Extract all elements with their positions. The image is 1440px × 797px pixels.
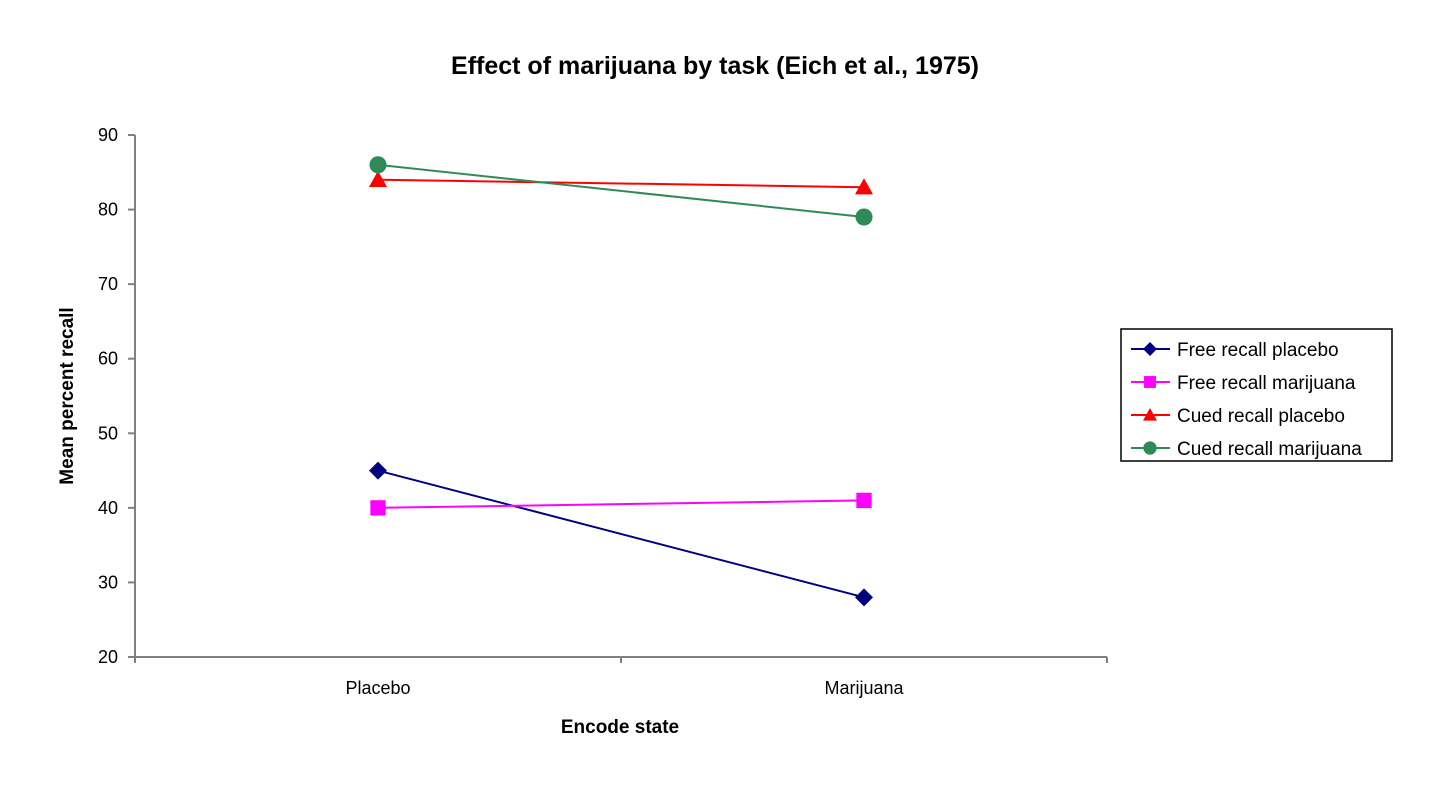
x-tick-label: Placebo [345,678,410,698]
data-point [855,208,873,226]
series-line [377,163,865,219]
data-point [369,170,387,187]
legend-label: Cued recall placebo [1177,406,1345,427]
data-point [856,492,872,509]
x-axis-label: Encode state [561,717,679,738]
legend-item: Free recall placebo [1131,340,1339,361]
series [369,461,873,607]
legend-label: Free recall marijuana [1177,373,1356,394]
data-point [370,500,386,516]
legend: Free recall placebo Free recall marijuana… [1120,328,1393,462]
series-line [377,499,865,509]
legend-box [1120,328,1393,462]
series-line [377,469,865,599]
x-tick-label: Marijuana [824,678,904,698]
data-point [1144,376,1156,388]
data-point [369,156,387,174]
y-tick-label: 40 [98,498,118,518]
series-line [377,178,865,189]
chart-title: Effect of marijuana by task (Eich et al.… [451,52,979,80]
series-group [369,156,873,607]
legend-item: Free recall marijuana [1131,373,1356,394]
series [370,492,872,516]
data-point [1143,342,1157,356]
y-axis-label: Mean percent recall [57,307,78,484]
data-point [1143,441,1157,455]
y-tick-label: 50 [98,423,118,443]
series [369,156,873,226]
data-point [855,178,873,195]
legend-label: Free recall placebo [1177,340,1339,361]
y-tick-label: 90 [98,125,118,145]
x-ticks: Placebo Marijuana [134,657,1108,698]
y-tick-label: 70 [98,274,118,294]
y-tick-label: 30 [98,572,118,592]
legend-item: Cued recall marijuana [1131,439,1362,460]
legend-item: Cued recall placebo [1131,406,1345,427]
legend-label: Cued recall marijuana [1177,439,1362,460]
data-point [855,588,873,607]
y-tick-label: 80 [98,200,118,220]
data-point [369,461,387,480]
y-tick-label: 20 [98,647,118,667]
data-point [1143,408,1157,421]
plot-area: 20 30 40 50 60 70 80 90 Placebo Marijuana [98,125,1108,698]
series [369,170,873,195]
y-ticks: 20 30 40 50 60 70 80 90 [98,125,135,667]
y-tick-label: 60 [98,349,118,369]
